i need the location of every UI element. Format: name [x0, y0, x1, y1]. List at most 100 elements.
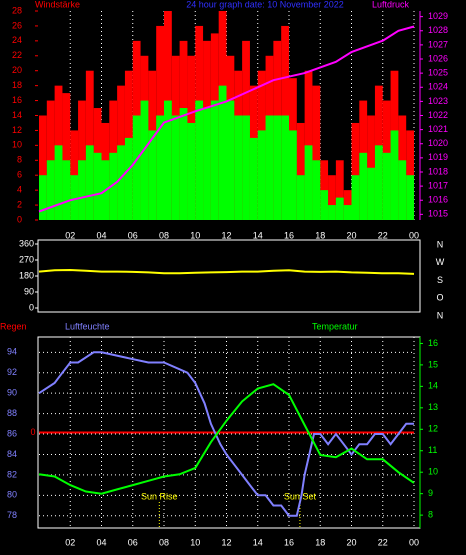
series-line	[38, 268, 415, 275]
wind-bar	[78, 100, 86, 220]
wind-bar	[273, 115, 282, 220]
y-tick-label: 26	[12, 20, 22, 30]
x-tick-label: 14	[253, 230, 263, 240]
series-line	[38, 383, 415, 495]
wind-bar	[156, 115, 164, 220]
x-tick-label: 18	[315, 537, 325, 547]
wind-bar	[265, 115, 274, 220]
y-tick-label: 84	[7, 449, 17, 459]
x-tick-label: 12	[221, 537, 231, 547]
y-tick-label: 270	[19, 254, 34, 264]
y-tick-label: 4	[17, 185, 22, 195]
pressure-label: Luftdruck	[372, 0, 410, 9]
wind-bar	[226, 100, 235, 220]
y-tick-label: 86	[7, 428, 17, 438]
wind-bar	[85, 145, 94, 220]
x-tick-label: 14	[253, 537, 263, 547]
y2-tick-label: 8	[428, 509, 433, 519]
y-tick-label: 92	[7, 367, 17, 377]
x-tick-label: 08	[159, 230, 169, 240]
wind-bar	[39, 115, 47, 220]
y2-tick-label: W	[436, 257, 445, 267]
y2-tick-label: 1016	[428, 195, 448, 205]
wind-bar	[93, 152, 102, 220]
y-tick-label: 80	[7, 490, 17, 500]
x-tick-label: 20	[346, 230, 356, 240]
series-line	[38, 351, 414, 517]
wind-bar	[320, 190, 329, 220]
y2-tick-label: 1021	[428, 124, 448, 134]
x-tick-label: 20	[346, 537, 356, 547]
y2-tick-label: 11	[428, 445, 437, 455]
y-tick-label: 2	[17, 199, 22, 209]
wind-bar	[179, 108, 188, 220]
y2-tick-label: 9	[428, 488, 433, 498]
y2-tick-label: S	[437, 275, 443, 285]
y-tick-label: 14	[12, 110, 22, 120]
y-tick-label: 10	[12, 140, 22, 150]
rain-label: Regen	[0, 321, 27, 331]
wind-bar	[374, 145, 383, 220]
y2-tick-label: 1020	[428, 138, 448, 148]
y2-tick-label: O	[436, 293, 443, 303]
wind-bar	[62, 93, 71, 220]
x-tick-label: 06	[128, 537, 138, 547]
wind-bar	[242, 115, 250, 220]
y-tick-label: 8	[17, 155, 22, 165]
wind-bar	[148, 130, 157, 220]
y2-tick-label: 16	[428, 338, 438, 348]
y2-tick-label: 1025	[428, 68, 448, 78]
y2-tick-label: 1017	[428, 180, 448, 190]
y2-tick-label: 14	[428, 381, 438, 391]
wind-bar	[203, 108, 211, 220]
x-tick-label: 02	[65, 230, 75, 240]
y2-tick-label: N	[437, 310, 444, 320]
y2-tick-label: 1026	[428, 53, 448, 63]
y2-tick-label: 10	[428, 467, 438, 477]
wind-bar	[335, 197, 344, 220]
x-tick-label: 16	[284, 230, 294, 240]
wind-bar	[54, 145, 63, 220]
y2-tick-label: 1029	[428, 11, 448, 21]
y-tick-label: 88	[7, 408, 17, 418]
y-tick-label: 6	[17, 170, 22, 180]
wind-bar	[296, 175, 305, 220]
wind-bar	[328, 175, 336, 220]
wind-bar	[187, 122, 196, 220]
wind-bar	[70, 175, 79, 220]
wind-bar	[257, 130, 266, 220]
annotation: Sun Set	[284, 491, 317, 501]
wind-bar	[234, 115, 243, 220]
wind-bar	[351, 175, 360, 220]
wind-bar	[46, 160, 55, 220]
x-tick-label: 04	[96, 230, 106, 240]
wind-bar	[398, 160, 407, 220]
y-tick-label: 90	[24, 286, 34, 296]
wind-bar	[343, 205, 352, 220]
series-line	[38, 25, 415, 213]
y2-tick-label: 1019	[428, 152, 448, 162]
x-tick-label: 10	[190, 230, 200, 240]
wind-bar	[351, 122, 360, 220]
wind-bar	[46, 100, 55, 220]
y-tick-label: 18	[12, 80, 22, 90]
wind-bar	[304, 145, 313, 220]
wind-bar	[195, 100, 204, 220]
y2-tick-label: 1022	[428, 110, 448, 120]
x-tick-label: 22	[378, 537, 388, 547]
wind-bar	[382, 152, 391, 220]
wind-bar	[367, 167, 375, 220]
wind-bar	[359, 152, 368, 220]
x-tick-label: 08	[159, 537, 169, 547]
wind-bar	[289, 130, 297, 220]
wind-bar	[312, 85, 321, 221]
wind-bar	[218, 85, 227, 221]
wind-bar	[328, 205, 336, 220]
y3-tick-label: 0	[30, 427, 35, 437]
temperature-label: Temperatur	[312, 321, 358, 331]
y-tick-label: 94	[7, 347, 17, 357]
y-tick-label: 360	[19, 238, 34, 248]
y-tick-label: 28	[12, 5, 22, 15]
x-tick-label: 22	[378, 230, 388, 240]
x-tick-label: 06	[128, 230, 138, 240]
